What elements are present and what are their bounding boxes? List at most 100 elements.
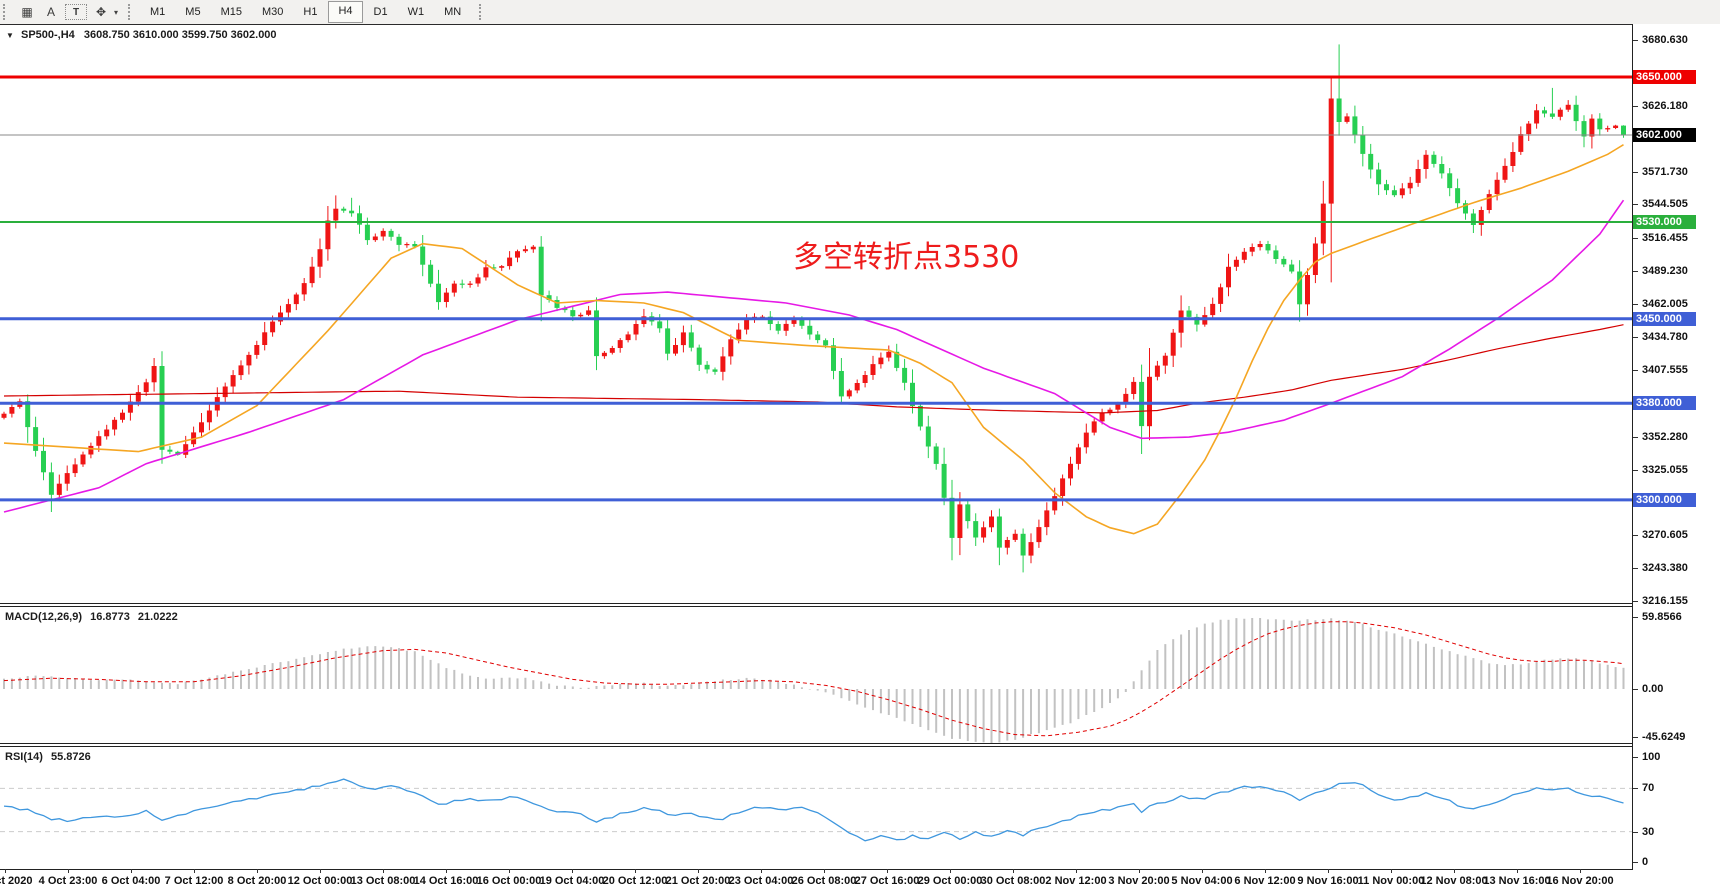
time-label: 1 Oct 2020: [0, 875, 33, 887]
tf-button-MN[interactable]: MN: [444, 6, 462, 18]
time-tick: [887, 869, 888, 873]
time-label: 5 Nov 04:00: [1171, 875, 1233, 887]
time-tick: [635, 869, 636, 873]
time-tick: [1265, 869, 1266, 873]
time-label: 27 Oct 16:00: [854, 875, 920, 887]
tf-button-H4[interactable]: H4: [328, 1, 363, 23]
toolbar-drag-handle-2[interactable]: [128, 4, 137, 20]
time-tick: [68, 869, 69, 873]
time-label: 19 Oct 04:00: [539, 875, 605, 887]
price-chart-canvas[interactable]: [0, 25, 1632, 604]
time-label: 20 Oct 12:00: [602, 875, 668, 887]
price-axis-border: [1632, 24, 1633, 870]
macd-label: MACD(12,26,9) 16.8773 21.0222: [5, 611, 178, 623]
time-label: 16 Nov 20:00: [1546, 875, 1614, 887]
time-tick: [383, 869, 384, 873]
time-label: 3 Nov 20:00: [1108, 875, 1170, 887]
time-label: 16 Oct 00:00: [476, 875, 542, 887]
macd-scale-max: 59.8566: [1633, 611, 1682, 623]
price-chart-panel[interactable]: [0, 25, 1632, 604]
rsi-panel[interactable]: [0, 747, 1632, 869]
text-a-icon[interactable]: A: [46, 5, 55, 19]
level-price-label: 3650.000: [1633, 70, 1696, 84]
toolbar-drag-handle[interactable]: [3, 4, 12, 20]
macd-value-signal: 21.0222: [137, 611, 178, 623]
tf-button-H1[interactable]: H1: [303, 6, 318, 18]
tf-button-D1[interactable]: D1: [373, 6, 388, 18]
text-label-icon[interactable]: T: [65, 4, 87, 20]
price-tick: 3462.005: [1633, 298, 1688, 310]
time-label: 30 Oct 08:00: [980, 875, 1046, 887]
macd-canvas[interactable]: [0, 607, 1632, 744]
panel-separator[interactable]: [0, 743, 1720, 747]
price-tick: 3489.230: [1633, 265, 1688, 277]
macd-scale-zero: 0.00: [1633, 683, 1663, 695]
tf-button-M15[interactable]: M15: [220, 6, 242, 18]
chart-text-annotation[interactable]: 多空转折点3530: [793, 240, 1020, 275]
time-label: 13 Oct 08:00: [350, 875, 416, 887]
time-tick: [320, 869, 321, 873]
rsi-canvas[interactable]: [0, 747, 1632, 869]
time-label: 2 Nov 12:00: [1045, 875, 1107, 887]
time-label: 7 Oct 12:00: [164, 875, 224, 887]
rsi-label: RSI(14) 55.8726: [5, 751, 91, 763]
time-tick: [1454, 869, 1455, 873]
macd-scale-min: -45.6249: [1633, 731, 1685, 743]
time-label: 8 Oct 20:00: [227, 875, 287, 887]
time-label: 14 Oct 16:00: [413, 875, 479, 887]
time-tick: [1076, 869, 1077, 873]
time-label: 6 Oct 04:00: [101, 875, 161, 887]
price-tick: 3216.155: [1633, 595, 1688, 607]
rsi-scale-0: 0: [1633, 856, 1648, 868]
current-price-label: 3602.000: [1633, 128, 1696, 142]
price-tick: 3270.605: [1633, 529, 1688, 541]
tf-button-M1[interactable]: M1: [150, 6, 166, 18]
time-tick: [1328, 869, 1329, 873]
symbol-ohlc-values: 3608.750 3610.000 3599.750 3602.000: [83, 29, 277, 41]
time-tick: [761, 869, 762, 873]
chart-dropdown-icon[interactable]: ▼: [6, 31, 14, 40]
macd-signal-line: [3, 621, 1624, 737]
chart-grid-f-icon[interactable]: ▦: [21, 5, 33, 19]
time-tick: [131, 869, 132, 873]
caret-down-icon[interactable]: ▾: [114, 7, 119, 17]
price-axis[interactable]: 3680.630 3626.180 3571.730 3544.505 3516.455…: [1633, 24, 1720, 870]
time-label: 6 Nov 12:00: [1234, 875, 1296, 887]
time-tick: [1517, 869, 1518, 873]
time-tick: [257, 869, 258, 873]
time-tick: [698, 869, 699, 873]
price-tick: 3516.455: [1633, 232, 1688, 244]
ma-fast-line: [3, 144, 1624, 535]
arrows-tool-icon[interactable]: ✥: [95, 5, 107, 19]
time-label: 21 Oct 20:00: [665, 875, 731, 887]
time-tick: [1202, 869, 1203, 873]
tf-button-W1[interactable]: W1: [407, 6, 425, 18]
time-tick: [194, 869, 195, 873]
time-label: 12 Oct 00:00: [287, 875, 353, 887]
tf-button-M30[interactable]: M30: [261, 6, 284, 18]
tf-button-M5[interactable]: M5: [185, 6, 201, 18]
time-axis[interactable]: 1 Oct 2020 4 Oct 23:006 Oct 04:007 Oct 12…: [0, 869, 1720, 893]
time-label: 11 Nov 00:00: [1357, 875, 1425, 887]
price-tick: 3352.280: [1633, 431, 1688, 443]
time-label: 23 Oct 04:00: [728, 875, 794, 887]
time-tick: [5, 869, 6, 873]
macd-panel[interactable]: [0, 607, 1632, 744]
time-label: 12 Nov 08:00: [1420, 875, 1488, 887]
rsi-line: [3, 778, 1624, 842]
level-price-label: 3450.000: [1633, 312, 1696, 326]
price-tick: 3434.780: [1633, 331, 1688, 343]
time-tick: [572, 869, 573, 873]
ma-slow-line: [3, 324, 1624, 414]
rsi-name: RSI(14): [5, 751, 43, 763]
symbol-header: ▼ SP500-,H4 3608.750 3610.000 3599.750 3…: [6, 29, 277, 41]
ma-mid-line: [3, 199, 1625, 513]
price-tick: 3544.505: [1633, 198, 1688, 210]
time-tick: [446, 869, 447, 873]
toolbar-end-separator: [479, 4, 488, 20]
price-tick: 3243.380: [1633, 562, 1688, 574]
level-price-label: 3530.000: [1633, 215, 1696, 229]
time-label: 13 Nov 16:00: [1483, 875, 1551, 887]
panel-separator[interactable]: [0, 603, 1720, 607]
